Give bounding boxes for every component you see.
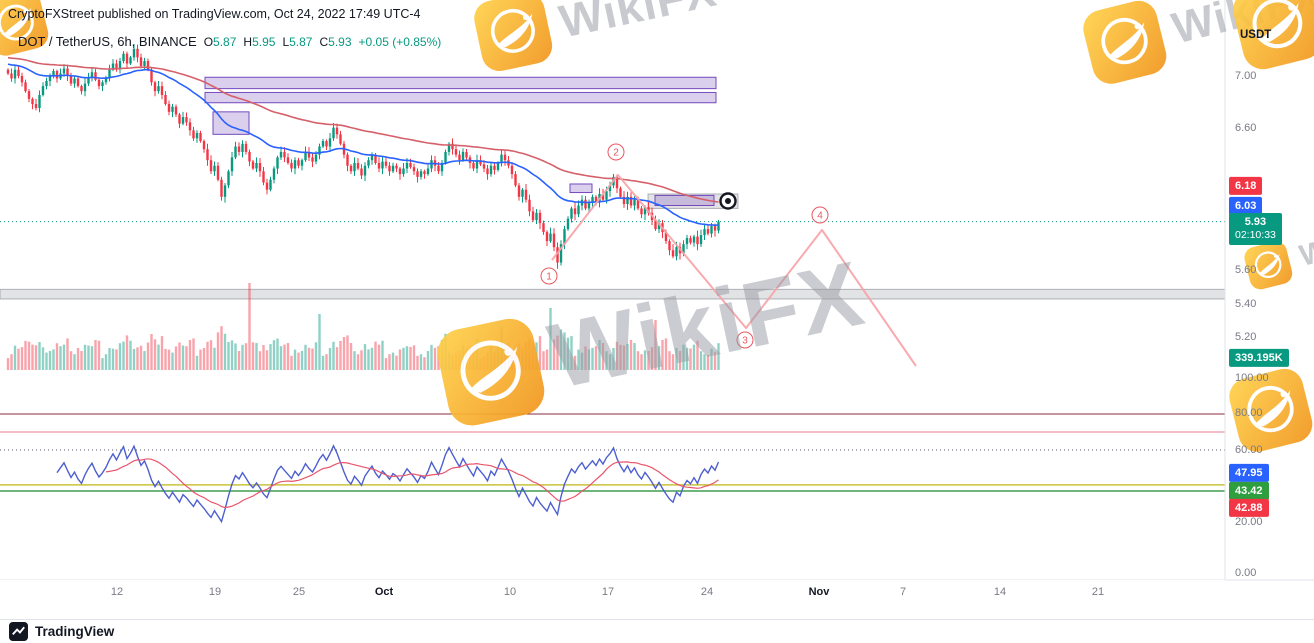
tradingview-brand-text: TradingView (35, 624, 115, 639)
ohlc-close-value: 5.93 (328, 35, 352, 49)
axis-label: 80.00 (1235, 407, 1263, 419)
price-badge: 6.03 (1229, 196, 1263, 216)
price-badge: 47.95 (1229, 463, 1269, 483)
ohlc-open-label: O (203, 35, 214, 49)
axis-label: 5.40 (1235, 298, 1257, 310)
last-price-countdown-badge: 5.93 02:10:33 (1229, 213, 1282, 245)
change-value: +0.05 (+0.85%) (358, 35, 442, 49)
price-axis[interactable]: 7.00 6.60 5.60 5.40 5.20 100.00 80.00 60.00 20.0… (1225, 0, 1314, 580)
svg-text:1: 1 (546, 272, 552, 283)
svg-text:3: 3 (742, 336, 748, 347)
axis-label: 5.60 (1235, 264, 1257, 276)
time-axis-label: 19 (208, 586, 222, 598)
time-axis-label: Oct (374, 586, 394, 598)
ohlc-open-value: 5.87 (213, 35, 237, 49)
symbol-title: DOT / TetherUS, 6h, BINANCE (18, 34, 197, 49)
time-axis-label: 7 (899, 586, 907, 598)
time-axis-label: 25 (292, 586, 306, 598)
axis-label: 0.00 (1235, 567, 1257, 579)
time-axis-label: 24 (700, 586, 714, 598)
symbol-legend[interactable]: DOT / TetherUS, 6h, BINANCE O5.87 H5.95 L5.… (18, 34, 441, 49)
axis-label: 100.00 (1235, 372, 1269, 384)
axis-label: 7.00 (1235, 70, 1257, 82)
axis-label: 20.00 (1235, 516, 1263, 528)
svg-text:4: 4 (817, 211, 823, 222)
price-badge: 43.42 (1229, 481, 1269, 501)
axis-label: 5.20 (1235, 331, 1257, 343)
tradingview-logo-icon (9, 622, 28, 641)
time-axis-label: Nov (808, 586, 830, 598)
time-axis-label: 10 (503, 586, 517, 598)
axis-label: 6.60 (1235, 122, 1257, 134)
price-badge: 339.195K (1229, 348, 1289, 368)
time-axis-label: 21 (1091, 586, 1105, 598)
axis-label: 60.00 (1235, 444, 1263, 456)
tradingview-footer[interactable]: TradingView (0, 619, 1314, 643)
svg-text:2: 2 (613, 148, 619, 159)
ohlc-close-label: C (319, 35, 329, 49)
ohlc-high-value: 5.95 (252, 35, 276, 49)
time-axis-label: 14 (993, 586, 1007, 598)
ohlc-low-value: 5.87 (289, 35, 313, 49)
time-axis-label: 12 (110, 586, 124, 598)
ohlc-low-label: L (282, 35, 290, 49)
publish-info: CryptoFXStreet published on TradingView.… (8, 7, 421, 21)
time-axis[interactable]: 12 19 25 Oct 10 17 24 Nov 7 14 21 (0, 580, 1225, 604)
price-badge: 42.88 (1229, 498, 1269, 518)
ohlc-high-label: H (243, 35, 253, 49)
time-axis-label: 17 (601, 586, 615, 598)
price-badge: 6.18 (1229, 176, 1263, 196)
